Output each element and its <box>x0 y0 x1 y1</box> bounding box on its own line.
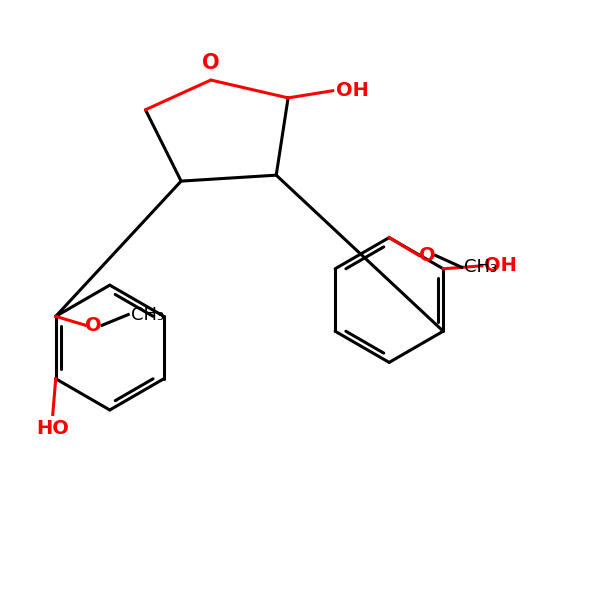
Text: OH: OH <box>484 256 517 275</box>
Text: O: O <box>85 316 102 335</box>
Text: OH: OH <box>335 81 368 100</box>
Text: CH₃: CH₃ <box>464 259 497 277</box>
Text: O: O <box>202 53 220 73</box>
Text: HO: HO <box>37 419 69 438</box>
Text: CH₃: CH₃ <box>131 305 164 323</box>
Text: O: O <box>419 246 436 265</box>
